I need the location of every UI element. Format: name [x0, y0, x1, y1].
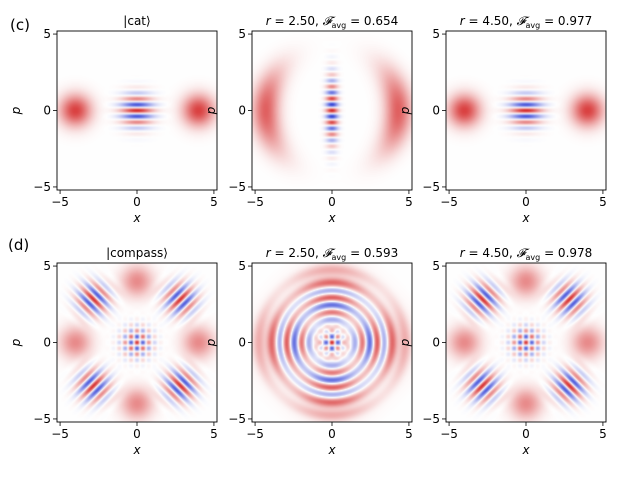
- x-axis-label: x: [327, 211, 336, 225]
- x-tick-label: 0: [133, 195, 141, 209]
- panel-title: |cat⟩: [123, 14, 150, 28]
- y-tick-label: 0: [238, 336, 246, 350]
- x-tick-label: 5: [405, 195, 413, 209]
- y-tick-label: 5: [43, 259, 51, 273]
- panel-title: r = 4.50, 𝓕avg = 0.978: [460, 246, 593, 262]
- wigner-heatmap: [252, 31, 412, 190]
- y-tick-label: 0: [43, 336, 51, 350]
- panel-3: r = 4.50, 𝓕avg = 0.977 −5 0 5 −5 0 5 x p: [398, 14, 607, 225]
- y-axis-label: p: [204, 106, 218, 115]
- x-tick-label: 0: [328, 427, 336, 441]
- x-tick-label: −5: [246, 427, 264, 441]
- x-tick-label: −5: [51, 427, 69, 441]
- x-tick-label: −5: [440, 427, 458, 441]
- panel-title: |compass⟩: [106, 246, 168, 260]
- y-tick-label: 0: [432, 336, 440, 350]
- wigner-heatmap: [252, 263, 412, 422]
- y-tick-label: 5: [238, 27, 246, 41]
- y-tick-label: −5: [228, 180, 246, 194]
- y-axis-label: p: [9, 106, 23, 115]
- panel-5: r = 2.50, 𝓕avg = 0.593 −5 0 5 −5 0 5 x p: [204, 246, 413, 457]
- y-tick-label: 5: [238, 259, 246, 273]
- y-axis-label: p: [398, 106, 412, 115]
- y-tick-label: −5: [228, 412, 246, 426]
- x-tick-label: 5: [405, 427, 413, 441]
- x-tick-label: 5: [599, 427, 607, 441]
- wigner-heatmap: [446, 31, 606, 190]
- row-label-c: (c): [10, 16, 30, 34]
- x-tick-label: 0: [328, 195, 336, 209]
- y-tick-label: 0: [43, 104, 51, 118]
- x-tick-label: 0: [522, 427, 530, 441]
- x-tick-label: 5: [599, 195, 607, 209]
- x-tick-label: −5: [246, 195, 264, 209]
- x-axis-label: x: [327, 443, 336, 457]
- x-tick-label: −5: [440, 195, 458, 209]
- x-axis-label: x: [521, 211, 530, 225]
- x-axis-label: x: [521, 443, 530, 457]
- panel-title: r = 2.50, 𝓕avg = 0.654: [266, 14, 399, 30]
- y-tick-label: −5: [422, 412, 440, 426]
- x-axis-label: x: [132, 443, 141, 457]
- y-axis-label: p: [9, 338, 23, 347]
- y-tick-label: 0: [238, 104, 246, 118]
- panel-4: |compass⟩ −5 0 5 −5 0 5 x p: [9, 246, 218, 457]
- x-tick-label: 5: [210, 195, 218, 209]
- x-tick-label: 5: [210, 427, 218, 441]
- wigner-heatmap: [57, 263, 217, 422]
- y-axis-label: p: [398, 338, 412, 347]
- x-tick-label: −5: [51, 195, 69, 209]
- wigner-heatmap: [446, 263, 606, 422]
- panel-2: r = 2.50, 𝓕avg = 0.654 −5 0 5 −5 0 5 x p: [204, 14, 413, 225]
- panel-1: |cat⟩ −5 0 5 −5 0 5 x p: [9, 14, 218, 225]
- x-tick-label: 0: [133, 427, 141, 441]
- y-tick-label: −5: [33, 180, 51, 194]
- y-tick-label: 5: [432, 27, 440, 41]
- panel-title: r = 4.50, 𝓕avg = 0.977: [460, 14, 593, 30]
- x-axis-label: x: [132, 211, 141, 225]
- panel-6: r = 4.50, 𝓕avg = 0.978 −5 0 5 −5 0 5 x p: [398, 246, 607, 457]
- wigner-heatmap: [57, 31, 217, 190]
- y-tick-label: −5: [422, 180, 440, 194]
- y-tick-label: 0: [432, 104, 440, 118]
- y-tick-label: 5: [43, 27, 51, 41]
- row-label-d: (d): [8, 236, 30, 254]
- y-tick-label: −5: [33, 412, 51, 426]
- y-tick-label: 5: [432, 259, 440, 273]
- panel-title: r = 2.50, 𝓕avg = 0.593: [266, 246, 399, 262]
- x-tick-label: 0: [522, 195, 530, 209]
- y-axis-label: p: [204, 338, 218, 347]
